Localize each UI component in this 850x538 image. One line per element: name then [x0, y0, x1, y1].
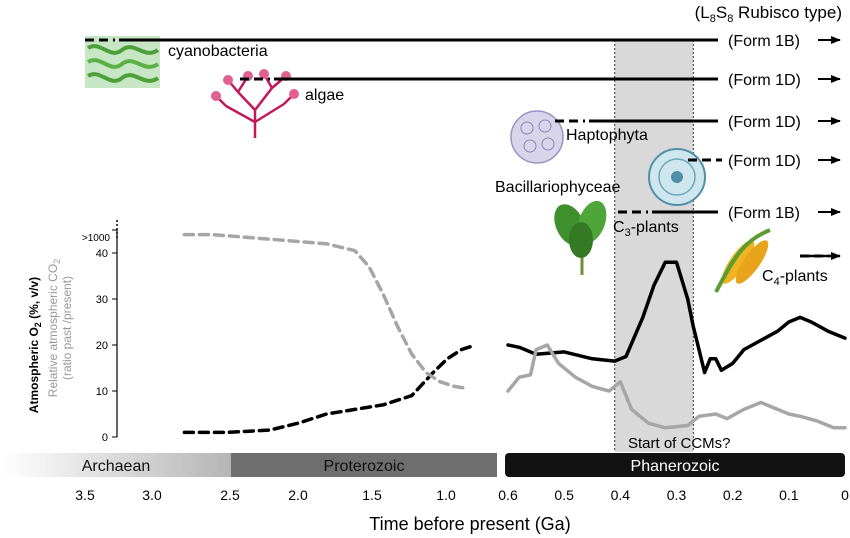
lineage-name: algae: [305, 87, 344, 104]
y-tick-label: 10: [96, 386, 108, 398]
ccm-label: Start of CCMs?: [628, 435, 731, 452]
ccm-window: [614, 40, 694, 452]
lineage-name: Bacillariophyceae: [495, 179, 621, 196]
data-series: [182, 232, 847, 435]
lineage-bacillariophyceae: (Form 1D) Bacillariophyceae: [495, 153, 841, 196]
haptophyta-image: [510, 110, 564, 164]
x-tick-label: 2.0: [288, 487, 308, 503]
lineage-timelines: (Form 1B)cyanobacteria(Form 1D)algae(For…: [85, 33, 841, 288]
bacillariophyceae-image: [648, 148, 706, 206]
lineage-c4-plants: C4-plants: [762, 252, 841, 288]
lineage-name: Haptophyta: [566, 127, 648, 144]
era-archaean-bar: [2, 453, 231, 477]
y-tick-label: >1000: [82, 233, 111, 244]
lineage-algae: (Form 1D) algae: [240, 72, 841, 104]
y-axis-label-o2: Atmospheric O2 (%, v/v): [27, 277, 43, 413]
rubisco-form-label: (Form 1D): [728, 153, 801, 170]
x-tick-label: 2.5: [220, 487, 240, 503]
axes: 0 10 20 30 40 >1000 3.5 3.0 2.5 2.0 1.5 1.0 0.6 0.5 0.…: [75, 220, 849, 503]
y-tick-label: 0: [102, 432, 108, 444]
x-tick-label: 0.6: [498, 487, 518, 503]
rubisco-form-label: (Form 1D): [728, 114, 801, 131]
x-tick-label: 0.5: [554, 487, 574, 503]
x-tick-label: 0.4: [611, 487, 631, 503]
y-axis-label-co2-ratio: (ratio past /present): [60, 276, 74, 380]
x-tick-label: 1.5: [362, 487, 382, 503]
co2-series-line: [182, 232, 471, 391]
lineage-haptophyta: (Form 1D) Haptophyta: [555, 114, 841, 144]
y-tick-label: 30: [96, 294, 108, 306]
c4-plant-image: [714, 228, 771, 293]
era-label: Proterozoic: [324, 458, 405, 475]
rubisco-form-label: (Form 1B): [728, 205, 800, 222]
lineage-name: C3-plants: [613, 219, 679, 239]
x-tick-label: 1.0: [436, 487, 456, 503]
rubisco-type-header: (L8S8 Rubisco type): [695, 3, 842, 25]
x-tick-label: 0.3: [667, 487, 687, 503]
era-proterozoic-bar: [231, 453, 497, 477]
x-tick-label: 0.1: [779, 487, 799, 503]
lineage-name: C4-plants: [762, 268, 828, 288]
rubisco-form-label: (Form 1D): [728, 72, 801, 89]
co2-series-line: [506, 343, 847, 430]
era-label: Phanerozoic: [631, 458, 720, 475]
era-label: Archaean: [82, 458, 151, 475]
lineage-c3-plants: (Form 1B) C3-plants: [613, 205, 841, 239]
y-tick-label: 20: [96, 340, 108, 352]
x-tick-label: 0: [841, 487, 849, 503]
era-bar: Archaean Proterozoic Phanerozoic: [2, 453, 845, 477]
o2-series-line: [182, 343, 478, 435]
lineage-cyanobacteria: (Form 1B) cyanobacteria: [85, 33, 841, 60]
lineage-name: cyanobacteria: [168, 43, 268, 60]
y-axis-label-co2: Relative atmospheric CO2: [46, 259, 62, 397]
x-tick-label: 0.2: [723, 487, 743, 503]
x-tick-label: 3.5: [75, 487, 95, 503]
cyanobacteria-image: [85, 36, 160, 88]
o2-series-line: [506, 260, 847, 375]
c3-plant-image: [554, 200, 607, 275]
x-axis-label: Time before present (Ga): [369, 514, 570, 534]
y-tick-label: 40: [96, 248, 108, 260]
era-phanerozoic-bar: [505, 453, 845, 477]
x-tick-label: 3.0: [142, 487, 162, 503]
rubisco-form-label: (Form 1B): [728, 33, 800, 50]
